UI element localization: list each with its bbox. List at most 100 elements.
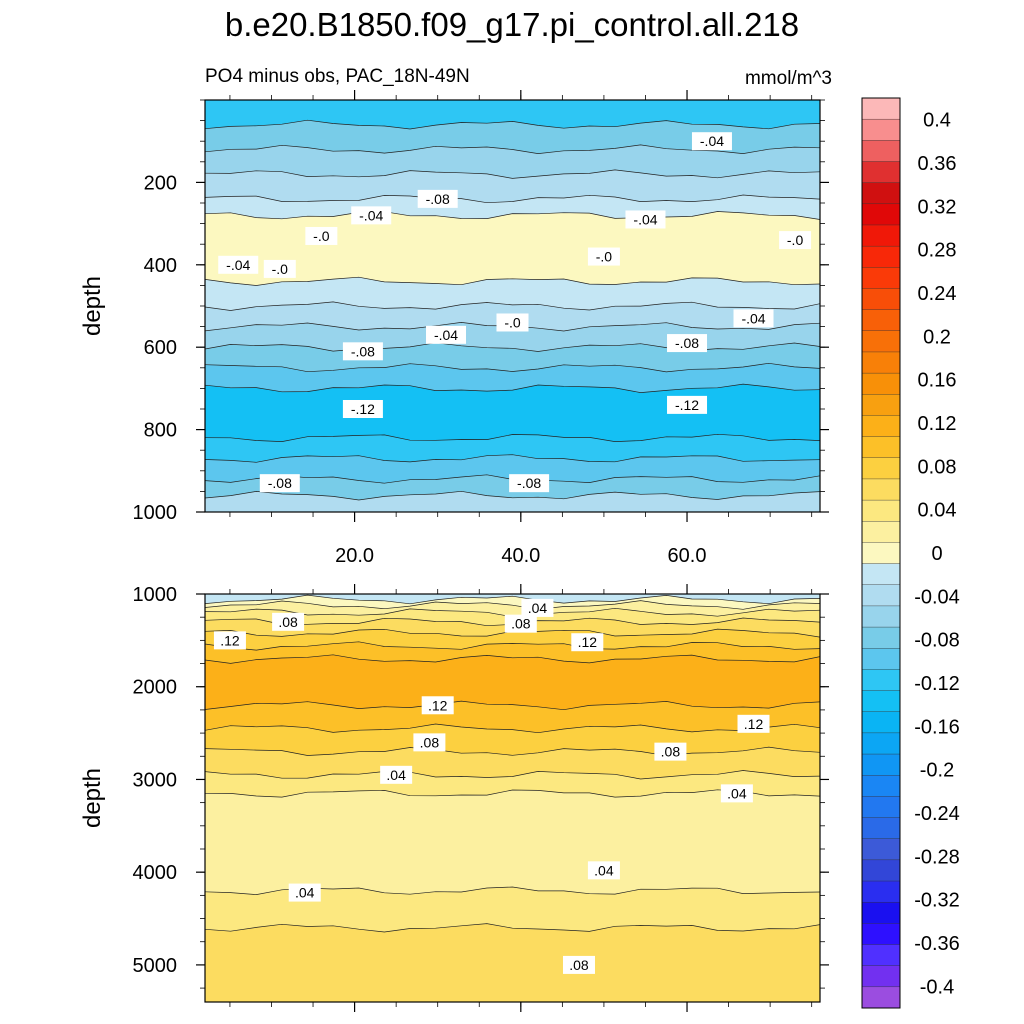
- contour-band: [205, 595, 820, 610]
- contour-label-text: .04: [594, 862, 614, 878]
- contour-label-text: .08: [569, 957, 589, 973]
- colorbar-tick-label: 0.2: [923, 326, 951, 348]
- contour-label-text: -.04: [633, 211, 657, 227]
- colorbar-tick-label: -0.32: [914, 890, 960, 912]
- contour-label: -.12: [342, 400, 383, 418]
- colorbar-swatch: [861, 901, 901, 924]
- contour-label: -.0: [263, 259, 296, 278]
- y-tick-label: 5000: [133, 955, 178, 977]
- colorbar-swatch: [861, 330, 901, 353]
- colorbar-swatch: [861, 817, 901, 840]
- colorbar-swatch: [861, 690, 901, 713]
- contour-label-box: [587, 247, 620, 266]
- contour-label-text: -.12: [675, 397, 699, 413]
- colorbar-swatch: [861, 669, 901, 692]
- contour-label-box: [259, 474, 300, 493]
- contour-label: -.04: [733, 309, 774, 328]
- contour-label-box: [571, 633, 604, 652]
- contour-label-box: [496, 313, 529, 332]
- contour-label-text: -.08: [517, 475, 541, 491]
- contour-line: [205, 454, 820, 463]
- y-tick-label: 1000: [133, 584, 178, 606]
- colorbar-tick-label: -0.12: [914, 673, 960, 695]
- y-tick-label: 800: [144, 420, 177, 442]
- contour-band: [205, 434, 820, 463]
- contour-label: -.04: [691, 132, 732, 151]
- units-label: mmol/m^3: [745, 68, 832, 89]
- colorbar-swatch: [861, 838, 901, 861]
- contour-label: -.04: [351, 206, 392, 225]
- colorbar-swatch: [861, 965, 901, 988]
- contour-line: [205, 433, 820, 442]
- colorbar-swatch: [861, 859, 901, 882]
- contour-label-box: [421, 696, 454, 715]
- colorbar-tick-label: -0.24: [914, 803, 960, 825]
- upper-panel: -.04 -.08 -.04 -.0 -.04 -.0 -.04 -.0 -.0 -.0 -.04 -…: [79, 90, 829, 567]
- contour-label-box: [342, 400, 383, 418]
- x-tick-label: 20.0: [335, 545, 374, 567]
- contour-line: [205, 276, 820, 286]
- contour-label-box: [667, 334, 708, 353]
- colorbar-swatch: [861, 394, 901, 416]
- contour-label: .04: [720, 784, 753, 803]
- contour-label: .04: [587, 861, 620, 880]
- contour-label-text: -.04: [700, 133, 724, 149]
- contour-label-text: .08: [278, 614, 298, 630]
- contour-label: -.08: [417, 189, 458, 208]
- contour-label-text: -.04: [226, 257, 250, 273]
- contour-band: [205, 701, 820, 733]
- contour-label-box: [562, 955, 595, 974]
- contour-label: -.08: [667, 334, 708, 353]
- colorbar-tick-label: 0.36: [918, 153, 957, 175]
- contour-label: .12: [421, 696, 454, 715]
- contour-band: [205, 887, 820, 932]
- contour-label-text: -.0: [504, 314, 521, 330]
- upper-contour-labels: -.04 -.08 -.04 -.0 -.04 -.0 -.04 -.0 -.0 -.0 -.04 -…: [218, 132, 812, 493]
- contour-line: [205, 211, 820, 220]
- contour-label: .12: [737, 714, 770, 733]
- contour-label: -.0: [587, 247, 620, 266]
- colorbar-tick-label: 0.32: [918, 196, 957, 218]
- colorbar-swatch: [861, 563, 901, 586]
- colorbar-tick-label: -0.16: [914, 716, 960, 738]
- upper-y-axis-label: depth: [79, 276, 106, 336]
- contour-line: [205, 641, 820, 651]
- colorbar-swatch: [861, 140, 901, 162]
- contour-label-box: [417, 189, 458, 208]
- colorbar-swatch: [861, 796, 901, 819]
- contour-label-box: [380, 765, 413, 784]
- upper-y-axis: 200 400 600 800 1000: [133, 99, 829, 524]
- contour-line: [205, 789, 820, 798]
- contour-line: [205, 723, 820, 734]
- contour-line: [205, 700, 820, 711]
- colorbar-tick-label: -0.2: [920, 760, 954, 782]
- colorbar-swatch: [861, 986, 901, 1009]
- colorbar: 0.4 0.36 0.32 0.28 0.24 0.2 0.16 0.12 0.08 0.04 0 -…: [861, 97, 960, 1009]
- contour-label: .12: [571, 633, 604, 652]
- contour-label-box: [667, 395, 708, 414]
- colorbar-swatch: [861, 944, 901, 967]
- contour-label-box: [342, 342, 383, 361]
- contour-label-box: [654, 742, 687, 761]
- contour-label-text: -.12: [351, 401, 375, 417]
- contour-band: [205, 277, 820, 311]
- contour-label-text: -.0: [313, 228, 330, 244]
- contour-line: [205, 362, 820, 373]
- contour-line: [205, 770, 820, 780]
- contour-label-text: .04: [295, 885, 315, 901]
- contour-label-box: [521, 598, 554, 617]
- colorbar-swatch: [861, 626, 901, 649]
- lower-y-axis: 1000 2000 3000 4000 5000: [133, 584, 829, 989]
- contour-label: .04: [288, 883, 321, 902]
- colorbar-swatch: [861, 415, 901, 438]
- colorbar-swatch: [861, 648, 901, 670]
- y-tick-label: 600: [144, 337, 177, 359]
- contour-line: [205, 383, 820, 393]
- contour-label-box: [509, 474, 550, 493]
- contour-label: -.0: [305, 226, 338, 245]
- contour-band: [205, 629, 820, 651]
- colorbar-tick-label: -0.28: [914, 846, 960, 868]
- lower-y-axis-label: depth: [79, 768, 106, 828]
- contour-band: [205, 923, 820, 1002]
